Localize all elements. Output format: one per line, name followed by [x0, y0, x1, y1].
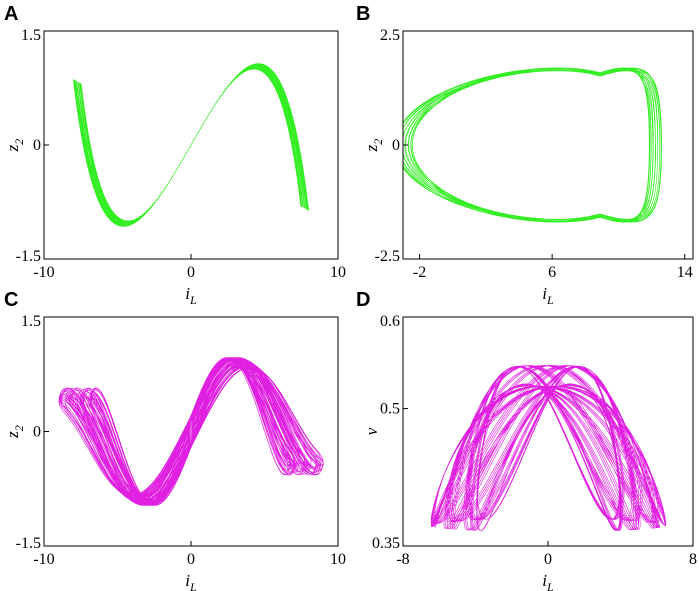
x-axis-label-d: iL	[542, 571, 554, 591]
x-tick-label-d: -8	[396, 551, 409, 568]
x-tick-label-d: 8	[689, 551, 697, 568]
panel-c: C -10 0 10 -1.5 0 1.5 iL z2	[3, 289, 346, 591]
y-axis-label-b: z2	[362, 139, 385, 153]
panel-letter-b: B	[356, 3, 370, 25]
y-axis-label-a: z2	[3, 139, 26, 153]
x-tick-label-a: 0	[187, 264, 195, 281]
x-tick-label-a: 10	[330, 264, 346, 281]
y-axis-label-d: v	[362, 427, 381, 435]
x-tick-label-c: -10	[33, 551, 54, 568]
y-axis-label-c: z2	[3, 425, 26, 439]
x-axis-label-a: iL	[185, 284, 197, 307]
panel-letter-d: D	[356, 289, 370, 311]
panel-a: A -10 0 10 -1.5 0 1.5 iL z2	[3, 3, 346, 307]
x-tick-label-d: 0	[544, 551, 552, 568]
y-tick-label-b: 2.5	[380, 27, 400, 44]
y-tick-label-a: 0	[33, 137, 41, 154]
attractor-curve-d	[430, 365, 667, 531]
x-tick-label-b: 14	[677, 264, 693, 281]
attractor-curve-b	[403, 67, 662, 223]
y-tick-label-c: 0	[33, 424, 41, 441]
y-tick-label-b: 0	[392, 137, 400, 154]
x-axis-label-b: iL	[542, 284, 554, 307]
panel-b: B -2 6 14 -2.5 0 2.5 iL z2	[356, 3, 694, 307]
y-tick-label-c: -1.5	[16, 535, 41, 552]
y-tick-label-d: 0.6	[380, 313, 400, 330]
y-tick-label-a: 1.5	[21, 27, 41, 44]
x-tick-label-c: 0	[187, 551, 195, 568]
x-tick-label-c: 10	[330, 551, 346, 568]
y-tick-label-d: 0.5	[380, 401, 400, 418]
y-tick-label-a: -1.5	[16, 248, 41, 265]
attractor-curve-c	[58, 357, 324, 506]
x-tick-label-b: 6	[548, 264, 556, 281]
panel-letter-c: C	[4, 289, 18, 311]
y-tick-label-b: -2.5	[375, 248, 400, 265]
panel-letter-a: A	[4, 3, 18, 25]
y-tick-label-c: 1.5	[21, 313, 41, 330]
panel-d: D -8 0 8 0.35 0.5 0.6 iL v	[356, 289, 697, 591]
x-tick-label-a: -10	[33, 264, 54, 281]
y-tick-label-d: 0.35	[372, 535, 400, 552]
attractor-curve-a	[73, 63, 309, 227]
x-tick-label-b: -2	[413, 264, 426, 281]
x-axis-label-c: iL	[185, 571, 197, 591]
